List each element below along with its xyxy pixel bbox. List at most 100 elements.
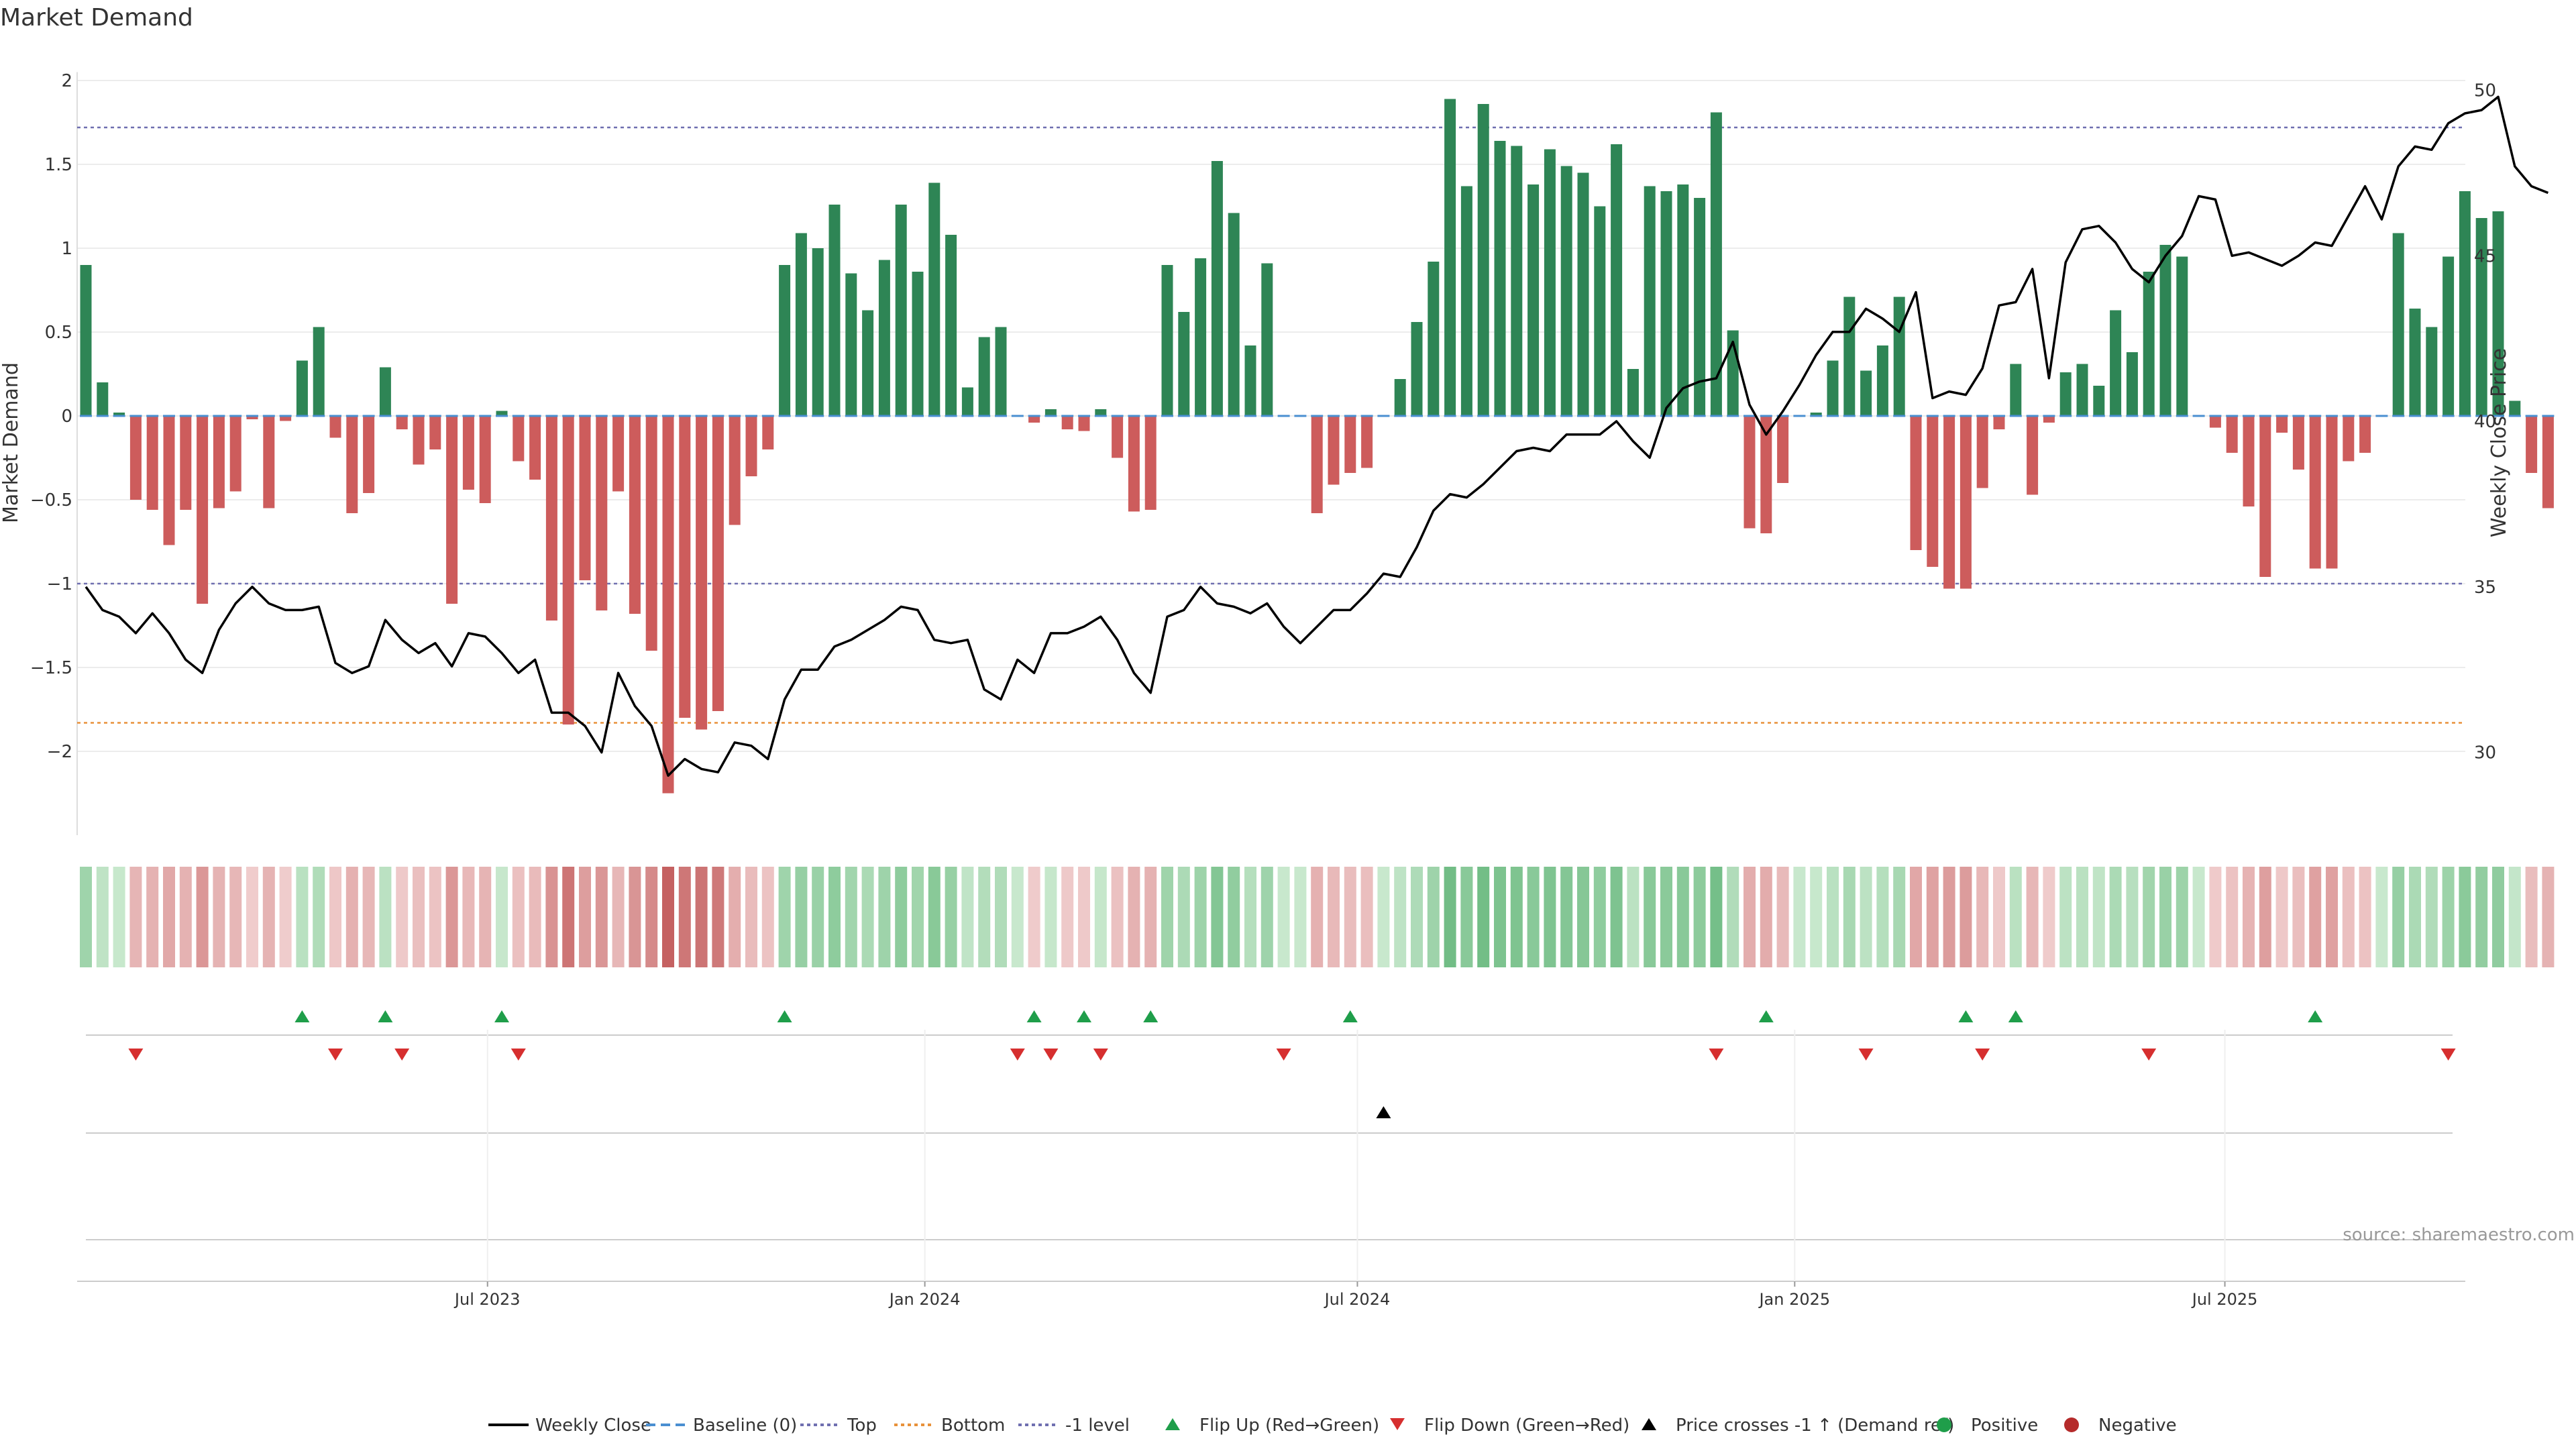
heat-cell bbox=[196, 867, 209, 967]
legend-item: Negative bbox=[2064, 1415, 2177, 1436]
demand-bar bbox=[1211, 161, 1223, 416]
demand-bar bbox=[2443, 256, 2455, 416]
demand-bar bbox=[1910, 416, 1922, 550]
heat-cell bbox=[2092, 867, 2105, 967]
demand-bar bbox=[263, 416, 275, 508]
heat-cell bbox=[213, 867, 225, 967]
heat-cell bbox=[279, 867, 292, 967]
heat-cell bbox=[995, 867, 1007, 967]
heat-cell bbox=[1527, 867, 1540, 967]
demand-bar bbox=[1494, 141, 1506, 416]
demand-bar bbox=[2226, 416, 2238, 453]
demand-bar bbox=[296, 360, 308, 416]
heat-cell bbox=[2392, 867, 2405, 967]
demand-bar bbox=[2076, 364, 2088, 416]
flip-up-marker bbox=[1758, 1010, 1774, 1022]
demand-bar bbox=[1560, 166, 1572, 416]
legend-swatch bbox=[1937, 1417, 1951, 1432]
demand-bar bbox=[1860, 370, 1872, 416]
flip-up-marker bbox=[1143, 1010, 1159, 1022]
heat-cell bbox=[2226, 867, 2239, 967]
heat-cell bbox=[2375, 867, 2388, 967]
legend-swatch bbox=[1165, 1418, 1180, 1430]
source-note: source: sharemaestro.com bbox=[2343, 1225, 2575, 1245]
heat-cell bbox=[912, 867, 924, 967]
heat-cell bbox=[1593, 867, 1606, 967]
demand-bar bbox=[596, 416, 608, 610]
legend-swatch bbox=[2064, 1417, 2079, 1432]
heat-cell bbox=[445, 867, 458, 967]
heat-cell bbox=[2026, 867, 2039, 967]
price-line-layer bbox=[85, 95, 2549, 777]
heat-cell bbox=[945, 867, 957, 967]
heat-cell bbox=[2059, 867, 2072, 967]
heat-cell bbox=[1128, 867, 1140, 967]
legend-swatch bbox=[1642, 1418, 1656, 1430]
heat-cell bbox=[1211, 867, 1224, 967]
heat-cell bbox=[413, 867, 425, 967]
flip-down-marker bbox=[1709, 1049, 1724, 1061]
heat-cell bbox=[1177, 867, 1190, 967]
demand-bar bbox=[2459, 191, 2471, 416]
demand-bar bbox=[197, 416, 209, 604]
demand-bar bbox=[2509, 400, 2521, 416]
cross-marker-panel bbox=[86, 1106, 2453, 1134]
x-axis: Jul 2023 Jan 2024 Jul 2024 Jan 2025 Jul 2025 bbox=[77, 1030, 2465, 1309]
flip-up-marker bbox=[1342, 1010, 1358, 1022]
weekly-close-line bbox=[85, 95, 2549, 777]
demand-bar bbox=[995, 327, 1007, 416]
heat-cell bbox=[2508, 867, 2521, 967]
demand-bar bbox=[1078, 416, 1090, 431]
flip-up-marker bbox=[1026, 1010, 1042, 1022]
demand-bar bbox=[545, 416, 557, 621]
demand-bar bbox=[329, 416, 341, 438]
demand-bar bbox=[2243, 416, 2255, 506]
demand-bar bbox=[1960, 416, 1972, 589]
heat-cell bbox=[1377, 867, 1390, 967]
heat-cell bbox=[1360, 867, 1373, 967]
demand-bar bbox=[2093, 386, 2105, 416]
heat-cell bbox=[2409, 867, 2421, 967]
heat-cell bbox=[2043, 867, 2055, 967]
chart-title: Market Demand bbox=[0, 4, 193, 32]
demand-bar bbox=[496, 411, 508, 416]
demand-bar bbox=[280, 416, 292, 421]
heat-cell bbox=[2209, 867, 2222, 967]
demand-bar bbox=[1028, 416, 1040, 423]
right-axis-label: Weekly Close Price bbox=[2487, 348, 2511, 537]
x-tick-label: Jan 2025 bbox=[1758, 1290, 1830, 1309]
demand-bar bbox=[2326, 416, 2338, 569]
heat-cell bbox=[1577, 867, 1589, 967]
heat-cell bbox=[1876, 867, 1889, 967]
heat-cell bbox=[1044, 867, 1057, 967]
demand-bar bbox=[2475, 218, 2487, 416]
heat-cell bbox=[1544, 867, 1556, 967]
main-grid bbox=[76, 72, 2465, 835]
heat-cell bbox=[1560, 867, 1573, 967]
heat-cell bbox=[1976, 867, 1989, 967]
heat-cell bbox=[2425, 867, 2438, 967]
heat-cell bbox=[595, 867, 608, 967]
demand-heat-strip bbox=[80, 867, 2555, 967]
heat-cell bbox=[1244, 867, 1256, 967]
heat-cell bbox=[379, 867, 392, 967]
demand-bar bbox=[2159, 245, 2171, 416]
heat-cell bbox=[1494, 867, 1506, 967]
heat-cell bbox=[80, 867, 92, 967]
demand-bar bbox=[1627, 369, 1639, 416]
flip-down-marker bbox=[128, 1049, 144, 1061]
heat-cell bbox=[313, 867, 325, 967]
demand-bar bbox=[1893, 297, 1905, 416]
demand-bar bbox=[2276, 416, 2288, 433]
heat-cell bbox=[496, 867, 508, 967]
heat-cell bbox=[1660, 867, 1672, 967]
heat-cell bbox=[928, 867, 941, 967]
heat-cell bbox=[163, 867, 175, 967]
demand-bar bbox=[363, 416, 375, 493]
legend-label: Positive bbox=[1971, 1415, 2038, 1436]
legend-item: Positive bbox=[1937, 1415, 2038, 1436]
flip-down-marker bbox=[511, 1049, 526, 1061]
demand-bar bbox=[1444, 99, 1456, 416]
demand-bar bbox=[2209, 416, 2221, 428]
demand-bar bbox=[828, 205, 841, 416]
